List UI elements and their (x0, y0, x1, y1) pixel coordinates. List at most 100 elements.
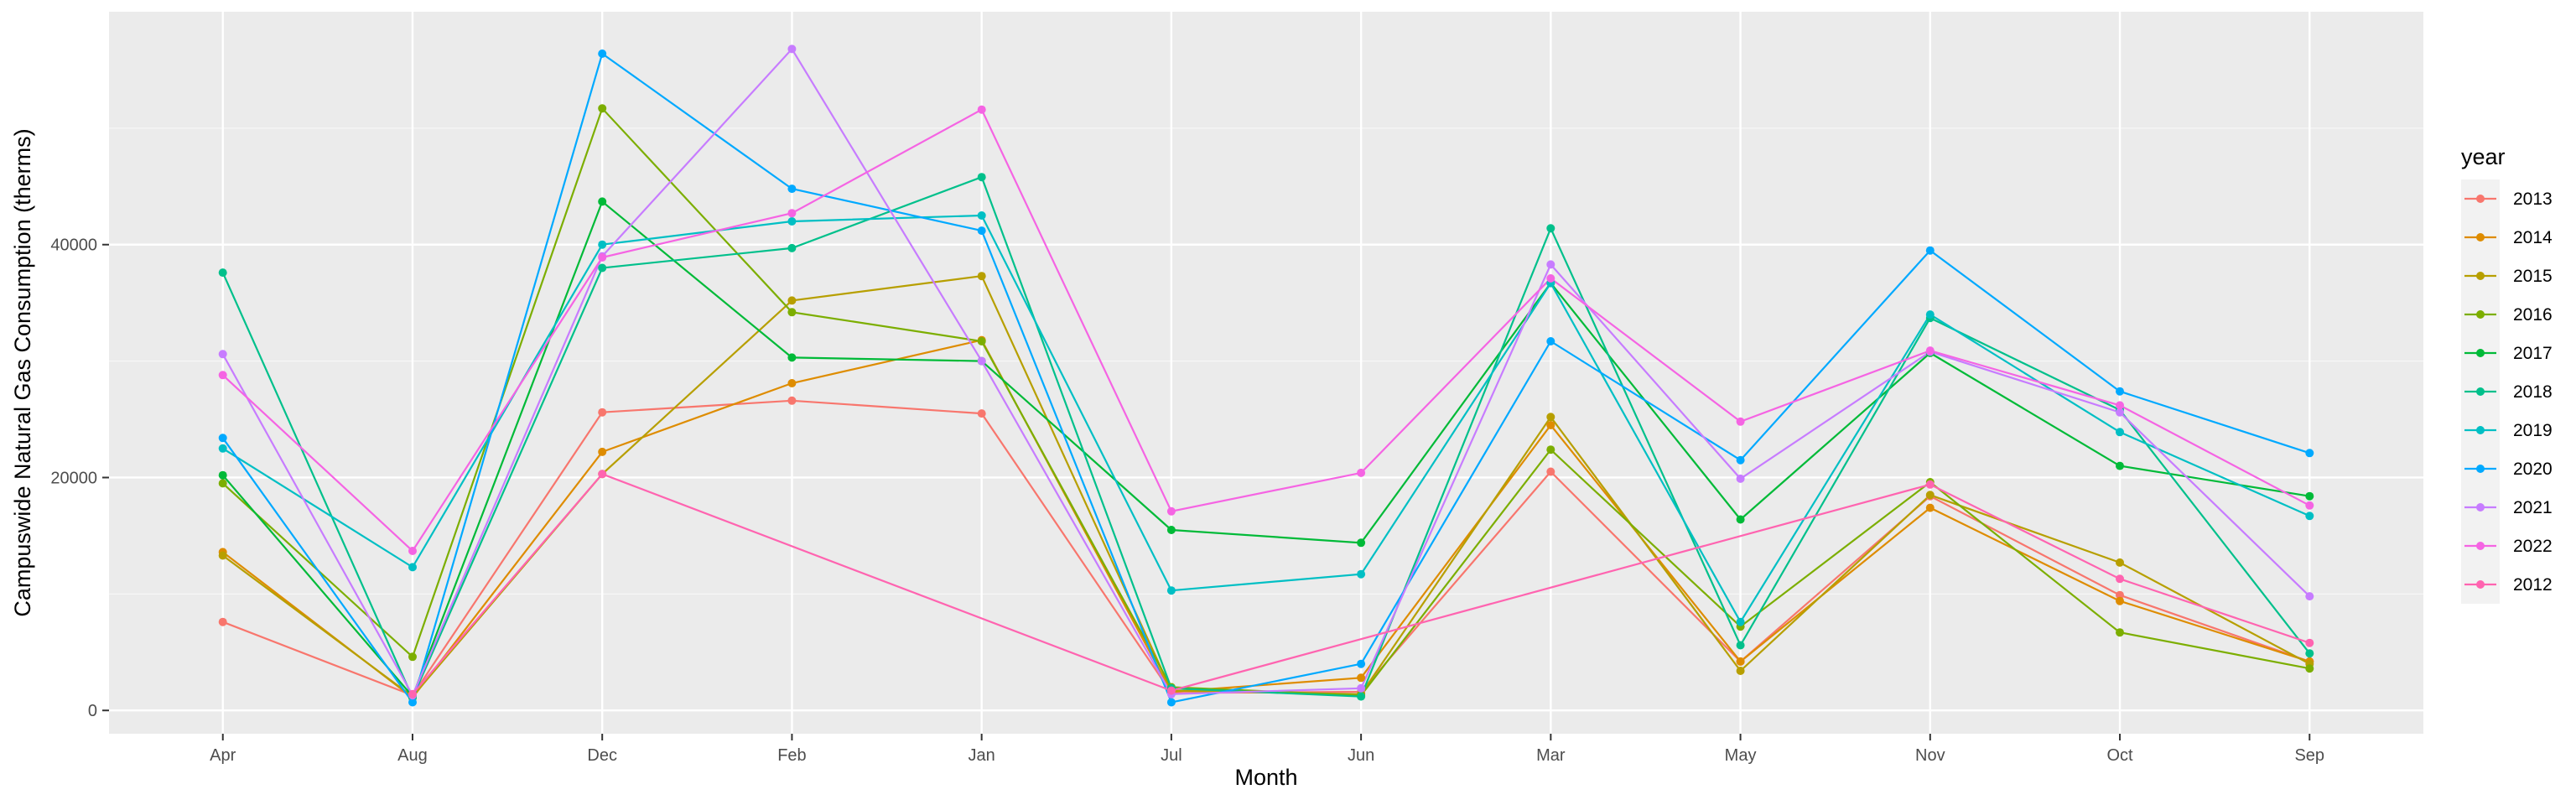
data-point-2022 (598, 253, 607, 262)
data-point-2018 (218, 268, 227, 278)
legend-key-point (2476, 310, 2485, 319)
data-point-2022 (1357, 468, 1366, 477)
legend-items: 2013 2014 2015 2016 2017 2018 2019 2020 2021 2022… (2461, 179, 2553, 604)
data-point-2019 (787, 217, 797, 226)
data-point-2013 (977, 409, 986, 418)
data-point-2020 (977, 226, 986, 236)
x-tick-label: Jun (1348, 746, 1374, 765)
y-tick-label: 0 (88, 702, 97, 720)
data-point-2019 (598, 240, 607, 249)
data-point-2021 (1736, 474, 1745, 483)
data-point-2012 (1166, 686, 1176, 695)
plot-panel (109, 12, 2423, 734)
legend-label: 2019 (2513, 421, 2553, 440)
data-point-2018 (2305, 649, 2314, 658)
data-point-2022 (1166, 506, 1176, 516)
x-tick-label: May (1725, 746, 1757, 765)
y-axis: 0 20000 40000 (50, 236, 109, 720)
series-line-2020 (221, 52, 2310, 704)
data-point-2016 (977, 337, 986, 345)
series-line-2022 (221, 108, 2310, 553)
data-point-2020 (408, 698, 417, 707)
x-tick-label: Oct (2106, 746, 2133, 765)
legend-title: year (2461, 144, 2506, 169)
legend-label: 2022 (2513, 537, 2553, 556)
data-point-2015 (1736, 667, 1745, 675)
data-point-2016 (1546, 445, 1555, 454)
legend: year 2013 2014 2015 2016 2017 2018 2019 2020 202… (2461, 144, 2553, 604)
legend-key-point (2476, 195, 2485, 203)
data-point-2014 (1925, 503, 1935, 512)
data-point-2021 (787, 44, 797, 54)
x-tick-label: Jan (969, 746, 995, 765)
data-point-2017 (1166, 526, 1176, 534)
x-tick-label: Jul (1161, 746, 1182, 765)
y-tick-label: 40000 (50, 236, 97, 255)
legend-key-point (2476, 503, 2485, 512)
data-point-2015 (218, 551, 227, 560)
data-point-2017 (2116, 461, 2124, 470)
x-tick-label: Nov (1915, 746, 1945, 765)
data-point-2019 (2305, 512, 2314, 521)
data-point-2016 (787, 308, 797, 317)
data-point-2018 (977, 173, 986, 182)
x-axis: Apr Aug Dec Feb Jan Jul Jun Mar May Nov Oct Sep (210, 734, 2324, 765)
data-point-2015 (2116, 558, 2124, 567)
data-point-2012 (1925, 480, 1935, 489)
data-point-2012 (2116, 574, 2124, 584)
series-line-2021 (221, 47, 2311, 698)
data-point-2017 (1357, 538, 1366, 548)
series-line-2012 (412, 472, 2310, 695)
grid-major (109, 12, 2423, 734)
data-point-2018 (1546, 224, 1555, 233)
data-point-2020 (787, 184, 797, 194)
data-point-2013 (598, 408, 607, 417)
data-point-2022 (1925, 346, 1935, 356)
data-point-2015 (1546, 413, 1555, 422)
series-line-2014 (222, 339, 2310, 699)
data-point-2014 (2116, 596, 2124, 605)
data-point-2022 (408, 547, 417, 555)
x-tick-label: Apr (210, 746, 236, 765)
data-point-2022 (218, 371, 227, 380)
data-point-2020 (1166, 698, 1176, 707)
legend-label: 2013 (2513, 190, 2553, 209)
data-point-2012 (598, 470, 607, 479)
data-point-2020 (1546, 337, 1555, 345)
data-point-2020 (2305, 449, 2314, 458)
data-point-2022 (787, 209, 797, 218)
data-point-2014 (598, 447, 607, 456)
data-point-2019 (2116, 428, 2124, 437)
data-point-2020 (218, 434, 227, 443)
data-point-2020 (1736, 455, 1745, 465)
legend-key-point (2476, 465, 2485, 473)
grid-minor (109, 127, 2423, 595)
data-point-2013 (218, 617, 227, 626)
y-tick-label: 20000 (50, 469, 97, 487)
data-point-2022 (2305, 501, 2314, 510)
data-point-2016 (2305, 664, 2314, 673)
data-point-2012 (408, 689, 417, 699)
legend-label: 2015 (2513, 267, 2553, 286)
series-line-2017 (221, 200, 2310, 699)
data-point-2019 (218, 444, 227, 453)
data-point-2022 (2116, 401, 2124, 410)
legend-key-point (2476, 233, 2485, 242)
x-axis-title: Month (1234, 765, 1297, 790)
legend-key-point (2476, 387, 2485, 396)
data-point-2017 (787, 353, 797, 362)
legend-label: 2021 (2513, 498, 2553, 517)
data-point-2019 (1357, 569, 1366, 579)
data-point-2017 (598, 197, 607, 206)
data-point-2019 (1925, 310, 1935, 319)
legend-key-point (2476, 426, 2485, 434)
data-point-2014 (787, 379, 797, 387)
legend-label: 2017 (2513, 344, 2553, 363)
data-point-2022 (1546, 274, 1555, 283)
data-point-2019 (1166, 586, 1176, 595)
x-tick-label: Mar (1536, 746, 1566, 765)
data-point-2020 (2116, 387, 2124, 396)
series-points (218, 44, 2314, 707)
data-point-2021 (2116, 408, 2124, 417)
x-tick-label: Sep (2294, 746, 2324, 765)
